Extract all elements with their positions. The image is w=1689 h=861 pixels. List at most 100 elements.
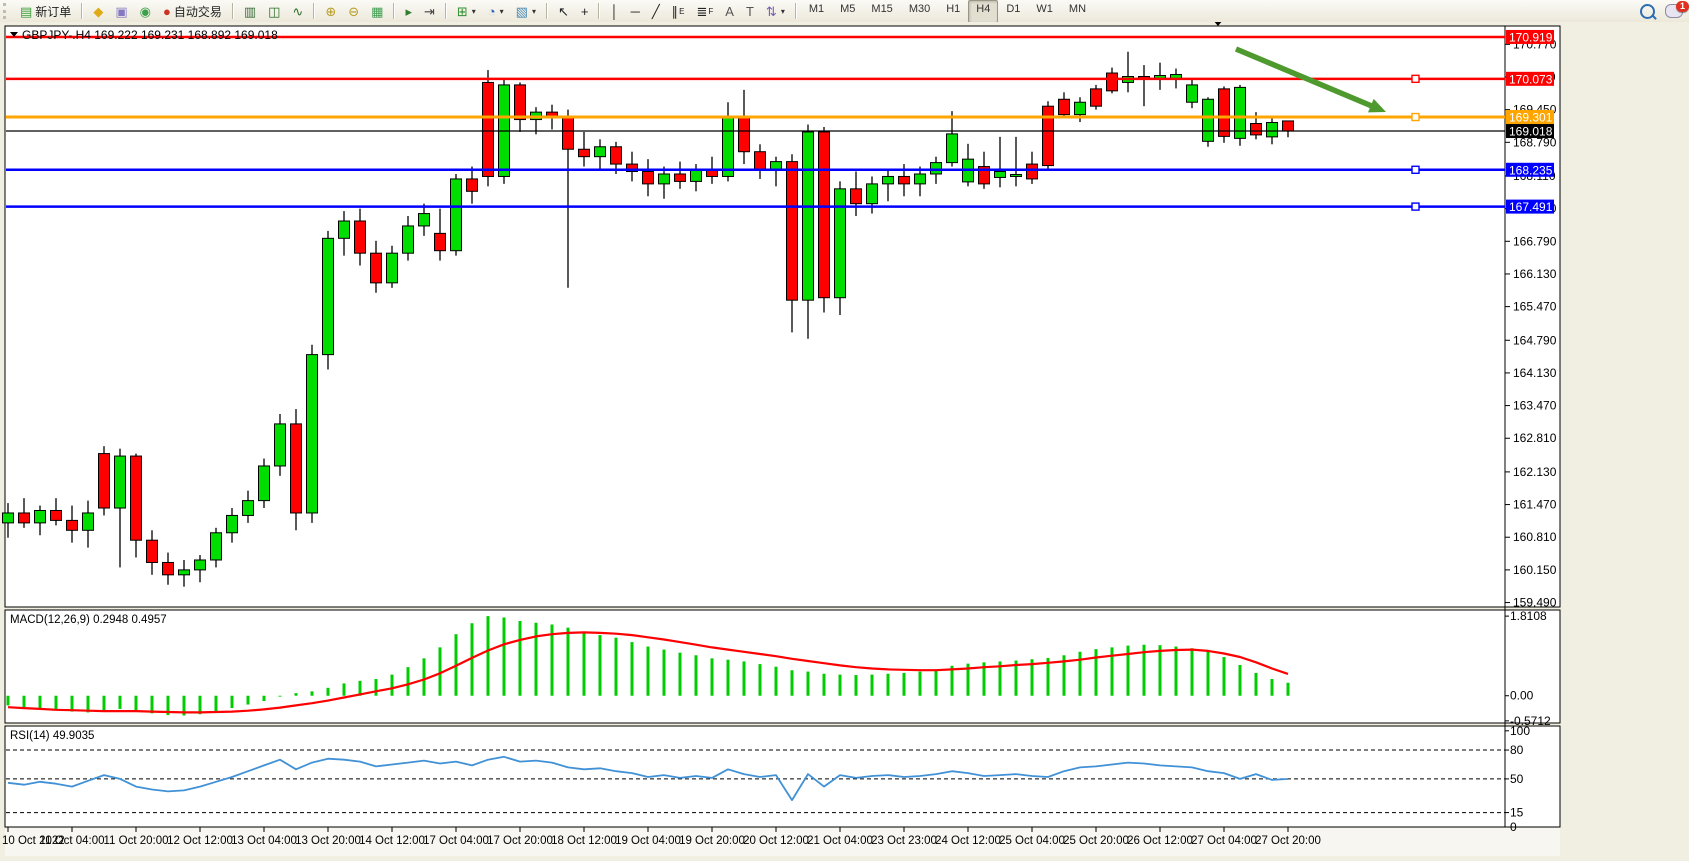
equidistant-channel-button[interactable]: ∥ E: [667, 0, 690, 22]
chart-shift-marker[interactable]: [1213, 20, 1223, 26]
candle: [162, 552, 174, 585]
templates-button[interactable]: ▧ ▾: [511, 0, 541, 22]
candle-body: [802, 131, 814, 301]
candle-body: [66, 519, 78, 531]
time-tick-label: 10 Oct 2022: [2, 835, 65, 847]
candle-body: [194, 559, 206, 571]
candle-body: [98, 453, 110, 509]
time-tick-label: 27 Oct 04:00: [1191, 835, 1257, 847]
sound-button[interactable]: ◉: [135, 0, 156, 22]
chart-shift-button[interactable]: ⇥: [419, 0, 440, 22]
candle-body: [290, 423, 302, 514]
symbol-dropdown-icon[interactable]: [10, 32, 18, 37]
timeframe-w1-button[interactable]: W1: [1036, 2, 1053, 15]
bar-chart-button[interactable]: ▥: [239, 0, 261, 22]
fibonacci-button[interactable]: ≣ F: [692, 0, 719, 22]
search-icon[interactable]: [1640, 3, 1655, 19]
tile-windows-button[interactable]: ▦: [366, 0, 388, 22]
chevron-down-icon[interactable]: ▾: [531, 6, 536, 16]
toolbar-separator: [545, 3, 548, 19]
timeframe-h1-button[interactable]: H1: [946, 2, 961, 15]
candle-body: [386, 252, 398, 284]
candle-body: [610, 146, 622, 165]
resistance-line-handle[interactable]: [1411, 74, 1420, 84]
candle: [242, 490, 254, 523]
candle-body: [50, 510, 62, 521]
tile-windows-icon: ▦: [371, 3, 384, 19]
candle: [674, 161, 686, 189]
indicators-button[interactable]: ⊞ ▾: [452, 0, 481, 22]
text-button[interactable]: A: [720, 0, 739, 22]
sound-icon: ◉: [139, 3, 151, 19]
candle-body: [34, 510, 46, 524]
timeframe-d1-button[interactable]: D1: [1006, 2, 1021, 15]
time-tick-label: 27 Oct 20:00: [1255, 835, 1321, 847]
arrows-button[interactable]: ⇅ ▾: [761, 0, 790, 22]
line-chart-button[interactable]: ∿: [287, 0, 308, 22]
candle: [594, 139, 606, 170]
candle: [2, 503, 14, 538]
chart-window-button[interactable]: ▣: [110, 0, 132, 22]
time-axis-strip: [5, 828, 1560, 858]
styler-button[interactable]: ◆: [88, 0, 108, 22]
chat-icon[interactable]: 1: [1665, 1, 1689, 18]
candle: [626, 151, 638, 182]
cursor-button[interactable]: ↖: [553, 0, 574, 22]
text-label-button[interactable]: T: [741, 0, 759, 22]
candle-body: [1058, 98, 1070, 116]
timeframe-m30-button[interactable]: M30: [908, 2, 931, 15]
candle: [850, 171, 862, 217]
vertical-line-button[interactable]: │: [605, 0, 623, 22]
candle-body: [594, 146, 606, 158]
zoom-out-button[interactable]: ⊖: [343, 0, 364, 22]
crosshair-button[interactable]: +: [576, 0, 594, 22]
candle: [882, 169, 894, 202]
support-line-1-handle[interactable]: [1411, 165, 1420, 174]
candle: [818, 126, 830, 313]
candle: [946, 111, 958, 167]
price-tick-label: 160.810: [1513, 530, 1557, 544]
pivot-line-handle[interactable]: [1411, 112, 1420, 122]
candle: [466, 166, 478, 204]
trend-arrow-head[interactable]: [1368, 98, 1386, 113]
chevron-down-icon[interactable]: ▾: [780, 6, 785, 16]
time-tick-label: 25 Oct 20:00: [1063, 835, 1129, 847]
toolbar: ▤ 新订单 ◆ ▣ ◉ ● 自动交易 ▥ ◫ ∿ ⊕ ⊖ ▦ ▸ ⇥ ⊞ ▾ ◔ ▾ ▧ ▾ ↖ + │ ─ ╱ ∥ E ≣ F A T ⇅ ▾ M…: [0, 0, 1689, 23]
rsi-tick-label: 15: [1510, 806, 1524, 820]
candle: [482, 70, 494, 187]
support-line-2-handle[interactable]: [1411, 202, 1420, 211]
candle-body: [882, 175, 894, 185]
timeframe-h4-button[interactable]: H4: [968, 0, 999, 23]
rsi-tick-label: 80: [1510, 743, 1524, 757]
candle-body: [178, 569, 190, 576]
auto-trading-button[interactable]: ● 自动交易: [158, 0, 227, 22]
zoom-in-button[interactable]: ⊕: [320, 0, 341, 22]
timeframe-m15-button[interactable]: M15: [871, 2, 893, 15]
trend-arrow[interactable]: [1234, 46, 1378, 111]
price-tick-label: 159.490: [1513, 596, 1557, 610]
toolbar-separator: [794, 3, 797, 19]
trendline-button[interactable]: ╱: [647, 0, 665, 22]
timeframe-m5-button[interactable]: M5: [840, 2, 856, 15]
candle-body: [226, 514, 238, 534]
candlestick-button[interactable]: ◫: [263, 0, 285, 22]
horizontal-line-button[interactable]: ─: [626, 0, 645, 22]
candle-body: [1234, 86, 1246, 139]
periods-button[interactable]: ◔ ▾: [483, 0, 509, 22]
new-order-button[interactable]: ▤ 新订单: [15, 0, 76, 22]
current-price-line-price-label: 169.018: [1509, 125, 1553, 139]
candle-body: [994, 171, 1006, 178]
chevron-down-icon[interactable]: ▾: [499, 6, 504, 16]
timeframe-mn-button[interactable]: MN: [1068, 2, 1087, 15]
rsi-tick-label: 0: [1510, 820, 1517, 834]
candle-body: [482, 81, 494, 177]
auto-scroll-button[interactable]: ▸: [400, 0, 417, 22]
pivot-line-price-label-bg: [1506, 110, 1554, 125]
vertical-line-icon: │: [610, 3, 619, 19]
candle: [1234, 84, 1246, 146]
toolbar-grip[interactable]: [3, 3, 11, 19]
chevron-down-icon[interactable]: ▾: [471, 6, 476, 16]
timeframe-m1-button[interactable]: M1: [808, 2, 825, 15]
equidistant-channel-icon: ∥: [671, 3, 679, 19]
candle-body: [514, 84, 526, 121]
